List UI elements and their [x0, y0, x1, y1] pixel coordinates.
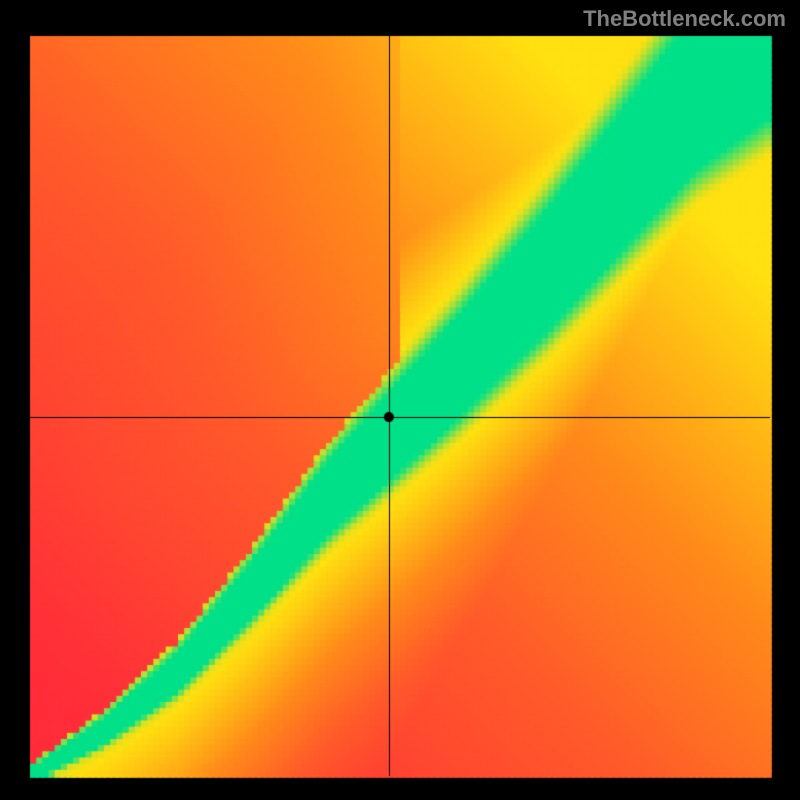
chart-root: { "watermark": { "text": "TheBottleneck.…	[0, 0, 800, 800]
bottleneck-heatmap	[0, 0, 800, 800]
watermark-text: TheBottleneck.com	[583, 6, 786, 32]
